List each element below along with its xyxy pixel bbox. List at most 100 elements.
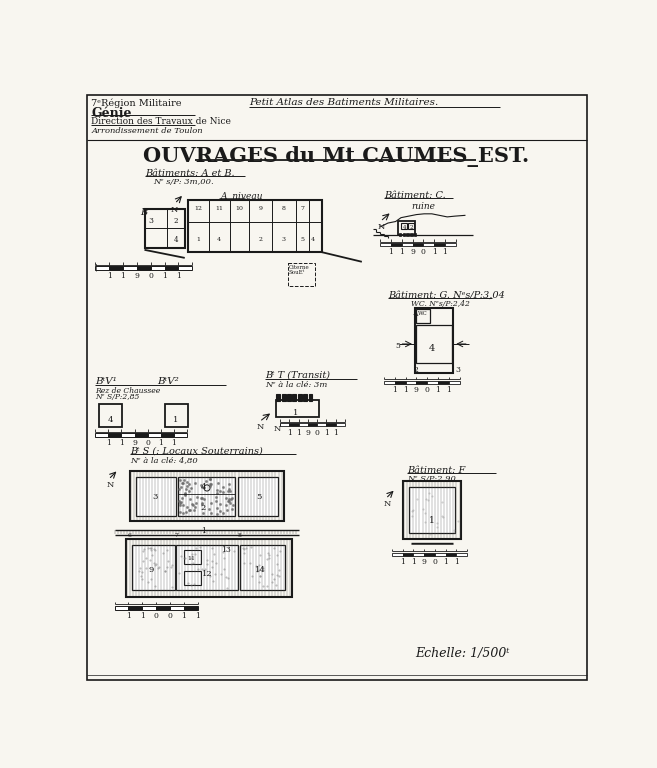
- Bar: [109, 266, 123, 270]
- Text: 1: 1: [287, 429, 292, 437]
- Bar: [123, 266, 137, 270]
- Text: 1: 1: [400, 558, 405, 566]
- Bar: [415, 308, 453, 373]
- Text: 3: 3: [148, 217, 153, 225]
- Bar: [457, 553, 467, 556]
- Text: Nᵉ à la clé: 3m: Nᵉ à la clé: 3m: [265, 381, 327, 389]
- Bar: [289, 423, 298, 426]
- Bar: [317, 423, 327, 426]
- Bar: [408, 223, 414, 229]
- Text: 2: 2: [409, 224, 413, 230]
- Text: 1: 1: [176, 273, 181, 280]
- Text: 13: 13: [221, 547, 231, 554]
- Bar: [287, 394, 291, 401]
- Text: 11: 11: [215, 206, 223, 211]
- Text: 0: 0: [145, 439, 150, 448]
- Bar: [423, 243, 434, 247]
- Bar: [165, 404, 188, 427]
- Text: N: N: [274, 425, 281, 433]
- Bar: [398, 220, 415, 234]
- Bar: [135, 433, 148, 437]
- Bar: [137, 266, 150, 270]
- Text: 7ᵉRégion Militaire: 7ᵉRégion Militaire: [91, 98, 182, 108]
- Bar: [95, 433, 108, 437]
- Text: 2: 2: [259, 237, 263, 242]
- Bar: [435, 553, 445, 556]
- Text: 9: 9: [135, 273, 139, 280]
- Bar: [184, 606, 198, 610]
- Bar: [417, 310, 430, 323]
- Text: 1: 1: [140, 612, 145, 620]
- Text: 3: 3: [152, 492, 157, 501]
- Text: BᵗV¹: BᵗV¹: [95, 377, 117, 386]
- Text: 1: 1: [333, 429, 338, 437]
- Bar: [238, 477, 278, 515]
- Text: 8: 8: [238, 532, 242, 538]
- Bar: [126, 539, 292, 597]
- Text: Arrondissement de Toulon: Arrondissement de Toulon: [91, 127, 203, 135]
- Text: 1: 1: [446, 386, 451, 394]
- Text: Petit Atlas des Batiments Militaires.: Petit Atlas des Batiments Militaires.: [249, 98, 439, 108]
- Bar: [136, 477, 176, 515]
- Text: 9: 9: [259, 206, 263, 211]
- Bar: [114, 606, 128, 610]
- Bar: [156, 606, 170, 610]
- Text: Bᵗ S (: Locaux Souterrains): Bᵗ S (: Locaux Souterrains): [130, 446, 263, 455]
- Text: OUVRAGES du Mt CAUMES_EST.: OUVRAGES du Mt CAUMES_EST.: [143, 146, 530, 167]
- Bar: [108, 433, 122, 437]
- Text: 1: 1: [432, 249, 436, 257]
- Bar: [407, 233, 409, 236]
- Text: BᵗV²: BᵗV²: [157, 377, 179, 386]
- Bar: [395, 381, 405, 384]
- Text: 0: 0: [432, 558, 438, 566]
- Bar: [380, 243, 391, 247]
- Bar: [177, 477, 235, 515]
- Text: 9: 9: [414, 386, 419, 394]
- Text: B: B: [140, 207, 147, 217]
- Text: 1: 1: [158, 439, 163, 448]
- Text: 1: 1: [195, 612, 200, 620]
- Text: 1: 1: [196, 237, 200, 242]
- Text: N: N: [107, 481, 114, 489]
- Bar: [174, 433, 187, 437]
- Bar: [280, 423, 289, 426]
- Bar: [170, 606, 184, 610]
- Bar: [414, 233, 417, 236]
- Text: 0: 0: [421, 249, 426, 257]
- Text: 1: 1: [173, 415, 179, 424]
- Bar: [449, 381, 459, 384]
- Text: 0: 0: [424, 386, 430, 394]
- Text: 4: 4: [217, 237, 221, 242]
- Bar: [99, 404, 122, 427]
- Text: 2: 2: [200, 504, 206, 512]
- Text: 9: 9: [132, 439, 137, 448]
- Bar: [327, 423, 336, 426]
- Text: 0: 0: [315, 429, 319, 437]
- Bar: [143, 606, 156, 610]
- Text: 11: 11: [187, 556, 196, 561]
- Bar: [184, 571, 201, 585]
- Text: Bâtiment: C.: Bâtiment: C.: [384, 190, 446, 200]
- Text: 5: 5: [396, 342, 401, 349]
- Text: WC. Nᵉs/P:2,42: WC. Nᵉs/P:2,42: [411, 300, 470, 308]
- Bar: [427, 381, 438, 384]
- Text: 1: 1: [436, 386, 440, 394]
- Text: Citerne
SouEᵗ: Citerne SouEᵗ: [288, 265, 309, 276]
- Text: N: N: [256, 423, 263, 432]
- Text: Génie: Génie: [91, 107, 132, 120]
- Text: 1: 1: [324, 429, 328, 437]
- Text: Nᵉ s/P: 3m,00.: Nᵉ s/P: 3m,00.: [153, 178, 214, 187]
- Text: 4: 4: [311, 237, 315, 242]
- Text: A  niveau: A niveau: [221, 192, 263, 201]
- Text: 1: 1: [429, 515, 435, 525]
- Text: 9: 9: [422, 558, 426, 566]
- Text: Bâtiment: F: Bâtiment: F: [407, 465, 465, 475]
- Text: 1: 1: [454, 558, 459, 566]
- Bar: [392, 553, 403, 556]
- Text: 5: 5: [300, 237, 304, 242]
- Bar: [188, 200, 323, 253]
- Bar: [282, 394, 286, 401]
- Bar: [288, 263, 315, 286]
- Text: 1: 1: [443, 558, 448, 566]
- Text: Nᵉ S/P:2,85: Nᵉ S/P:2,85: [95, 393, 140, 401]
